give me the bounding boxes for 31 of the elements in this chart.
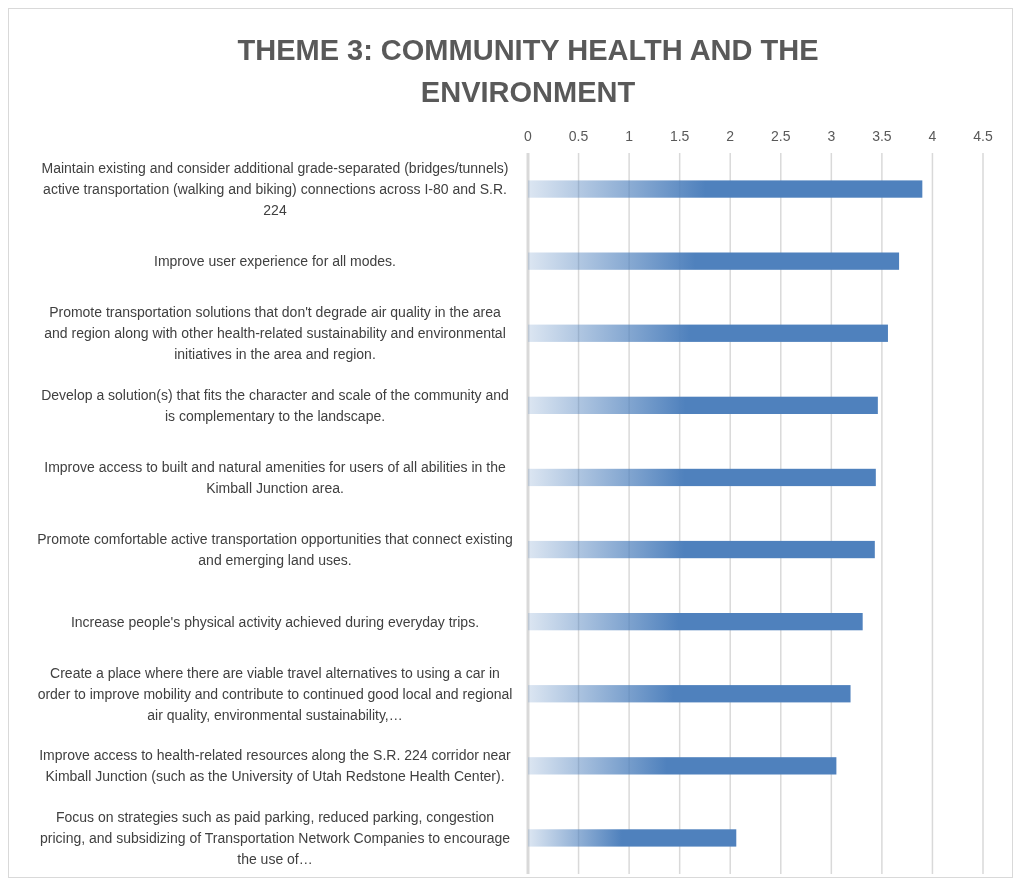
y-tick-label: Promote transportation solutions that don't degrade air quality in the area and region along with other health-related sustainability and environmental initiatives in the area and region. [44, 304, 506, 363]
x-tick-label: 3 [827, 128, 836, 144]
bar [528, 468, 876, 487]
bar [528, 180, 923, 198]
x-tick-label: 1.5 [669, 128, 690, 144]
bar [528, 757, 837, 775]
bar [528, 540, 875, 559]
bar [528, 396, 878, 414]
chart-title: THEME 3: COMMUNITY HEALTH AND THE ENVIRONMENT [237, 34, 819, 108]
y-tick-label: Maintain existing and consider additional grade-separated (bridges/tunnels) active transportation (walking and biking) connections across I-80 and S.R. 224 [41, 160, 509, 219]
bar [528, 324, 888, 342]
y-tick-label: Improve access to health-related resources along the S.R. 224 corridor near Kimball Junction (such as the University of Utah Redstone Health Center). [39, 747, 512, 785]
y-tick-label: Develop a solution(s) that fits the character and scale of the community and is complementary to the landscape. [41, 386, 509, 424]
x-tick-label: 0 [524, 128, 533, 144]
y-tick-label: Create a place where there are viable travel alternatives to using a car in order to improve mobility and contribute to continued good local and regional air quality, environmental sustainability,… [37, 664, 513, 723]
bar [528, 252, 900, 270]
bar [528, 829, 737, 847]
x-tick-label: 2 [726, 128, 735, 144]
y-tick-label: Increase people's physical activity achieved during everyday trips. [70, 613, 480, 630]
bar [528, 685, 851, 703]
x-tick-label: 2.5 [771, 128, 791, 144]
x-tick-label: 1 [625, 128, 634, 144]
y-tick-label: Promote comfortable active transportation opportunities that connect existing and emerging land uses. [37, 531, 513, 569]
y-tick-label: Improve access to built and natural amenities for users of all abilities in the Kimball Junction area. [44, 458, 506, 496]
x-tick-label: 4.5 [973, 128, 993, 144]
x-tick-label: 3.5 [872, 128, 892, 144]
x-tick-label: 0.5 [568, 128, 589, 144]
bar [528, 613, 863, 631]
y-tick-label: Focus on strategies such as paid parking, reduced parking, congestion pricing, and subsidizing of Transportation Network Companies to encourage the use of… [39, 808, 511, 867]
x-tick-label: 4 [928, 128, 937, 144]
y-tick-label: Improve user experience for all modes. [154, 253, 396, 270]
